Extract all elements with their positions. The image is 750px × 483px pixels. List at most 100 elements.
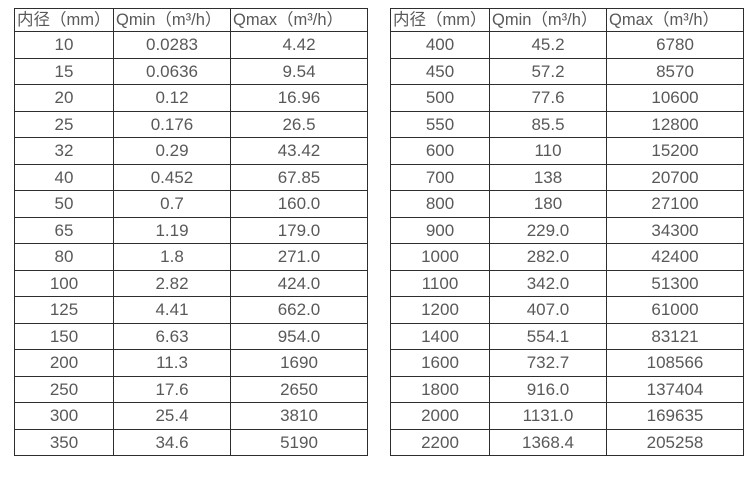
table-cell: 554.1 (489, 322, 607, 350)
table-cell: 200 (14, 349, 114, 377)
table-cell: 1800 (390, 375, 490, 403)
table-cell: 11.3 (113, 349, 231, 377)
table-cell: 342.0 (489, 269, 607, 297)
table-row: 1800 916.0 137404 (390, 375, 744, 403)
flow-table-small-diameters: 内径（mm） Qmin（m³/h） Qmax（m³/h） 10 0.0283 4.4… (14, 8, 368, 456)
table-cell: 2650 (230, 375, 368, 403)
table-cell: 954.0 (230, 322, 368, 350)
table-cell: 27100 (606, 190, 744, 218)
table-cell: 205258 (606, 428, 744, 456)
table-header: 内径（mm） Qmin（m³/h） Qmax（m³/h） (14, 8, 368, 32)
table-cell: 100 (14, 269, 114, 297)
table-cell: 0.12 (113, 84, 231, 112)
table-cell: 900 (390, 216, 490, 244)
header-cell-diameter: 内径（mm） (390, 8, 490, 32)
table-cell: 9.54 (230, 57, 368, 85)
table-row: 2200 1368.4 205258 (390, 428, 744, 456)
table-row: 1600 732.7 108566 (390, 349, 744, 377)
table-cell: 137404 (606, 375, 744, 403)
table-cell: 125 (14, 296, 114, 324)
table-cell: 67.85 (230, 163, 368, 191)
table-cell: 32 (14, 137, 114, 165)
table-cell: 1100 (390, 269, 490, 297)
table-row: 200 11.3 1690 (14, 349, 368, 377)
table-row: 2000 1131.0 169635 (390, 402, 744, 430)
table-cell: 80 (14, 243, 114, 271)
table-cell: 350 (14, 428, 114, 456)
table-row: 350 34.6 5190 (14, 428, 368, 456)
table-row: 900 229.0 34300 (390, 216, 744, 244)
table-cell: 229.0 (489, 216, 607, 244)
table-cell: 500 (390, 84, 490, 112)
table-cell: 40 (14, 163, 114, 191)
table-cell: 65 (14, 216, 114, 244)
table-cell: 10 (14, 31, 114, 59)
table-row: 500 77.6 10600 (390, 84, 744, 112)
header-cell-qmax: Qmax（m³/h） (606, 8, 744, 32)
table-body: 10 0.0283 4.42 15 0.0636 9.54 20 0.12 16.96 25 0.1… (14, 31, 368, 456)
table-cell: 1600 (390, 349, 490, 377)
table-cell: 0.0283 (113, 31, 231, 59)
table-cell: 424.0 (230, 269, 368, 297)
table-cell: 108566 (606, 349, 744, 377)
table-cell: 16.96 (230, 84, 368, 112)
table-row: 600 110 15200 (390, 137, 744, 165)
table-cell: 6780 (606, 31, 744, 59)
table-cell: 20 (14, 84, 114, 112)
table-row: 10 0.0283 4.42 (14, 31, 368, 59)
table-row: 40 0.452 67.85 (14, 163, 368, 191)
table-cell: 1690 (230, 349, 368, 377)
table-cell: 169635 (606, 402, 744, 430)
table-row: 1100 342.0 51300 (390, 269, 744, 297)
table-cell: 45.2 (489, 31, 607, 59)
table-cell: 61000 (606, 296, 744, 324)
table-cell: 550 (390, 110, 490, 138)
table-cell: 1200 (390, 296, 490, 324)
table-body: 400 45.2 6780 450 57.2 8570 500 77.6 10600 550 85.… (390, 31, 744, 456)
table-cell: 15200 (606, 137, 744, 165)
table-row: 250 17.6 2650 (14, 375, 368, 403)
table-cell: 42400 (606, 243, 744, 271)
table-cell: 1368.4 (489, 428, 607, 456)
table-cell: 4.42 (230, 31, 368, 59)
table-cell: 300 (14, 402, 114, 430)
table-cell: 600 (390, 137, 490, 165)
table-row: 300 25.4 3810 (14, 402, 368, 430)
table-row: 400 45.2 6780 (390, 31, 744, 59)
table-cell: 1.8 (113, 243, 231, 271)
table-cell: 0.0636 (113, 57, 231, 85)
table-row: 100 2.82 424.0 (14, 269, 368, 297)
table-cell: 34300 (606, 216, 744, 244)
table-cell: 6.63 (113, 322, 231, 350)
table-cell: 3810 (230, 402, 368, 430)
table-row: 550 85.5 12800 (390, 110, 744, 138)
table-cell: 5190 (230, 428, 368, 456)
table-cell: 662.0 (230, 296, 368, 324)
table-cell: 2000 (390, 402, 490, 430)
table-cell: 51300 (606, 269, 744, 297)
table-row: 1400 554.1 83121 (390, 322, 744, 350)
header-cell-qmin: Qmin（m³/h） (113, 8, 231, 32)
table-row: 15 0.0636 9.54 (14, 57, 368, 85)
table-cell: 15 (14, 57, 114, 85)
table-cell: 700 (390, 163, 490, 191)
table-cell: 1000 (390, 243, 490, 271)
table-cell: 1131.0 (489, 402, 607, 430)
header-cell-qmin: Qmin（m³/h） (489, 8, 607, 32)
table-row: 25 0.176 26.5 (14, 110, 368, 138)
table-cell: 150 (14, 322, 114, 350)
table-cell: 800 (390, 190, 490, 218)
header-cell-qmax: Qmax（m³/h） (230, 8, 368, 32)
table-cell: 250 (14, 375, 114, 403)
table-cell: 77.6 (489, 84, 607, 112)
table-cell: 180 (489, 190, 607, 218)
table-row: 80 1.8 271.0 (14, 243, 368, 271)
table-row: 50 0.7 160.0 (14, 190, 368, 218)
table-cell: 57.2 (489, 57, 607, 85)
table-cell: 138 (489, 163, 607, 191)
table-cell: 25 (14, 110, 114, 138)
table-header: 内径（mm） Qmin（m³/h） Qmax（m³/h） (390, 8, 744, 32)
table-row: 450 57.2 8570 (390, 57, 744, 85)
flow-table-large-diameters: 内径（mm） Qmin（m³/h） Qmax（m³/h） 400 45.2 6780… (390, 8, 744, 456)
table-cell: 0.452 (113, 163, 231, 191)
